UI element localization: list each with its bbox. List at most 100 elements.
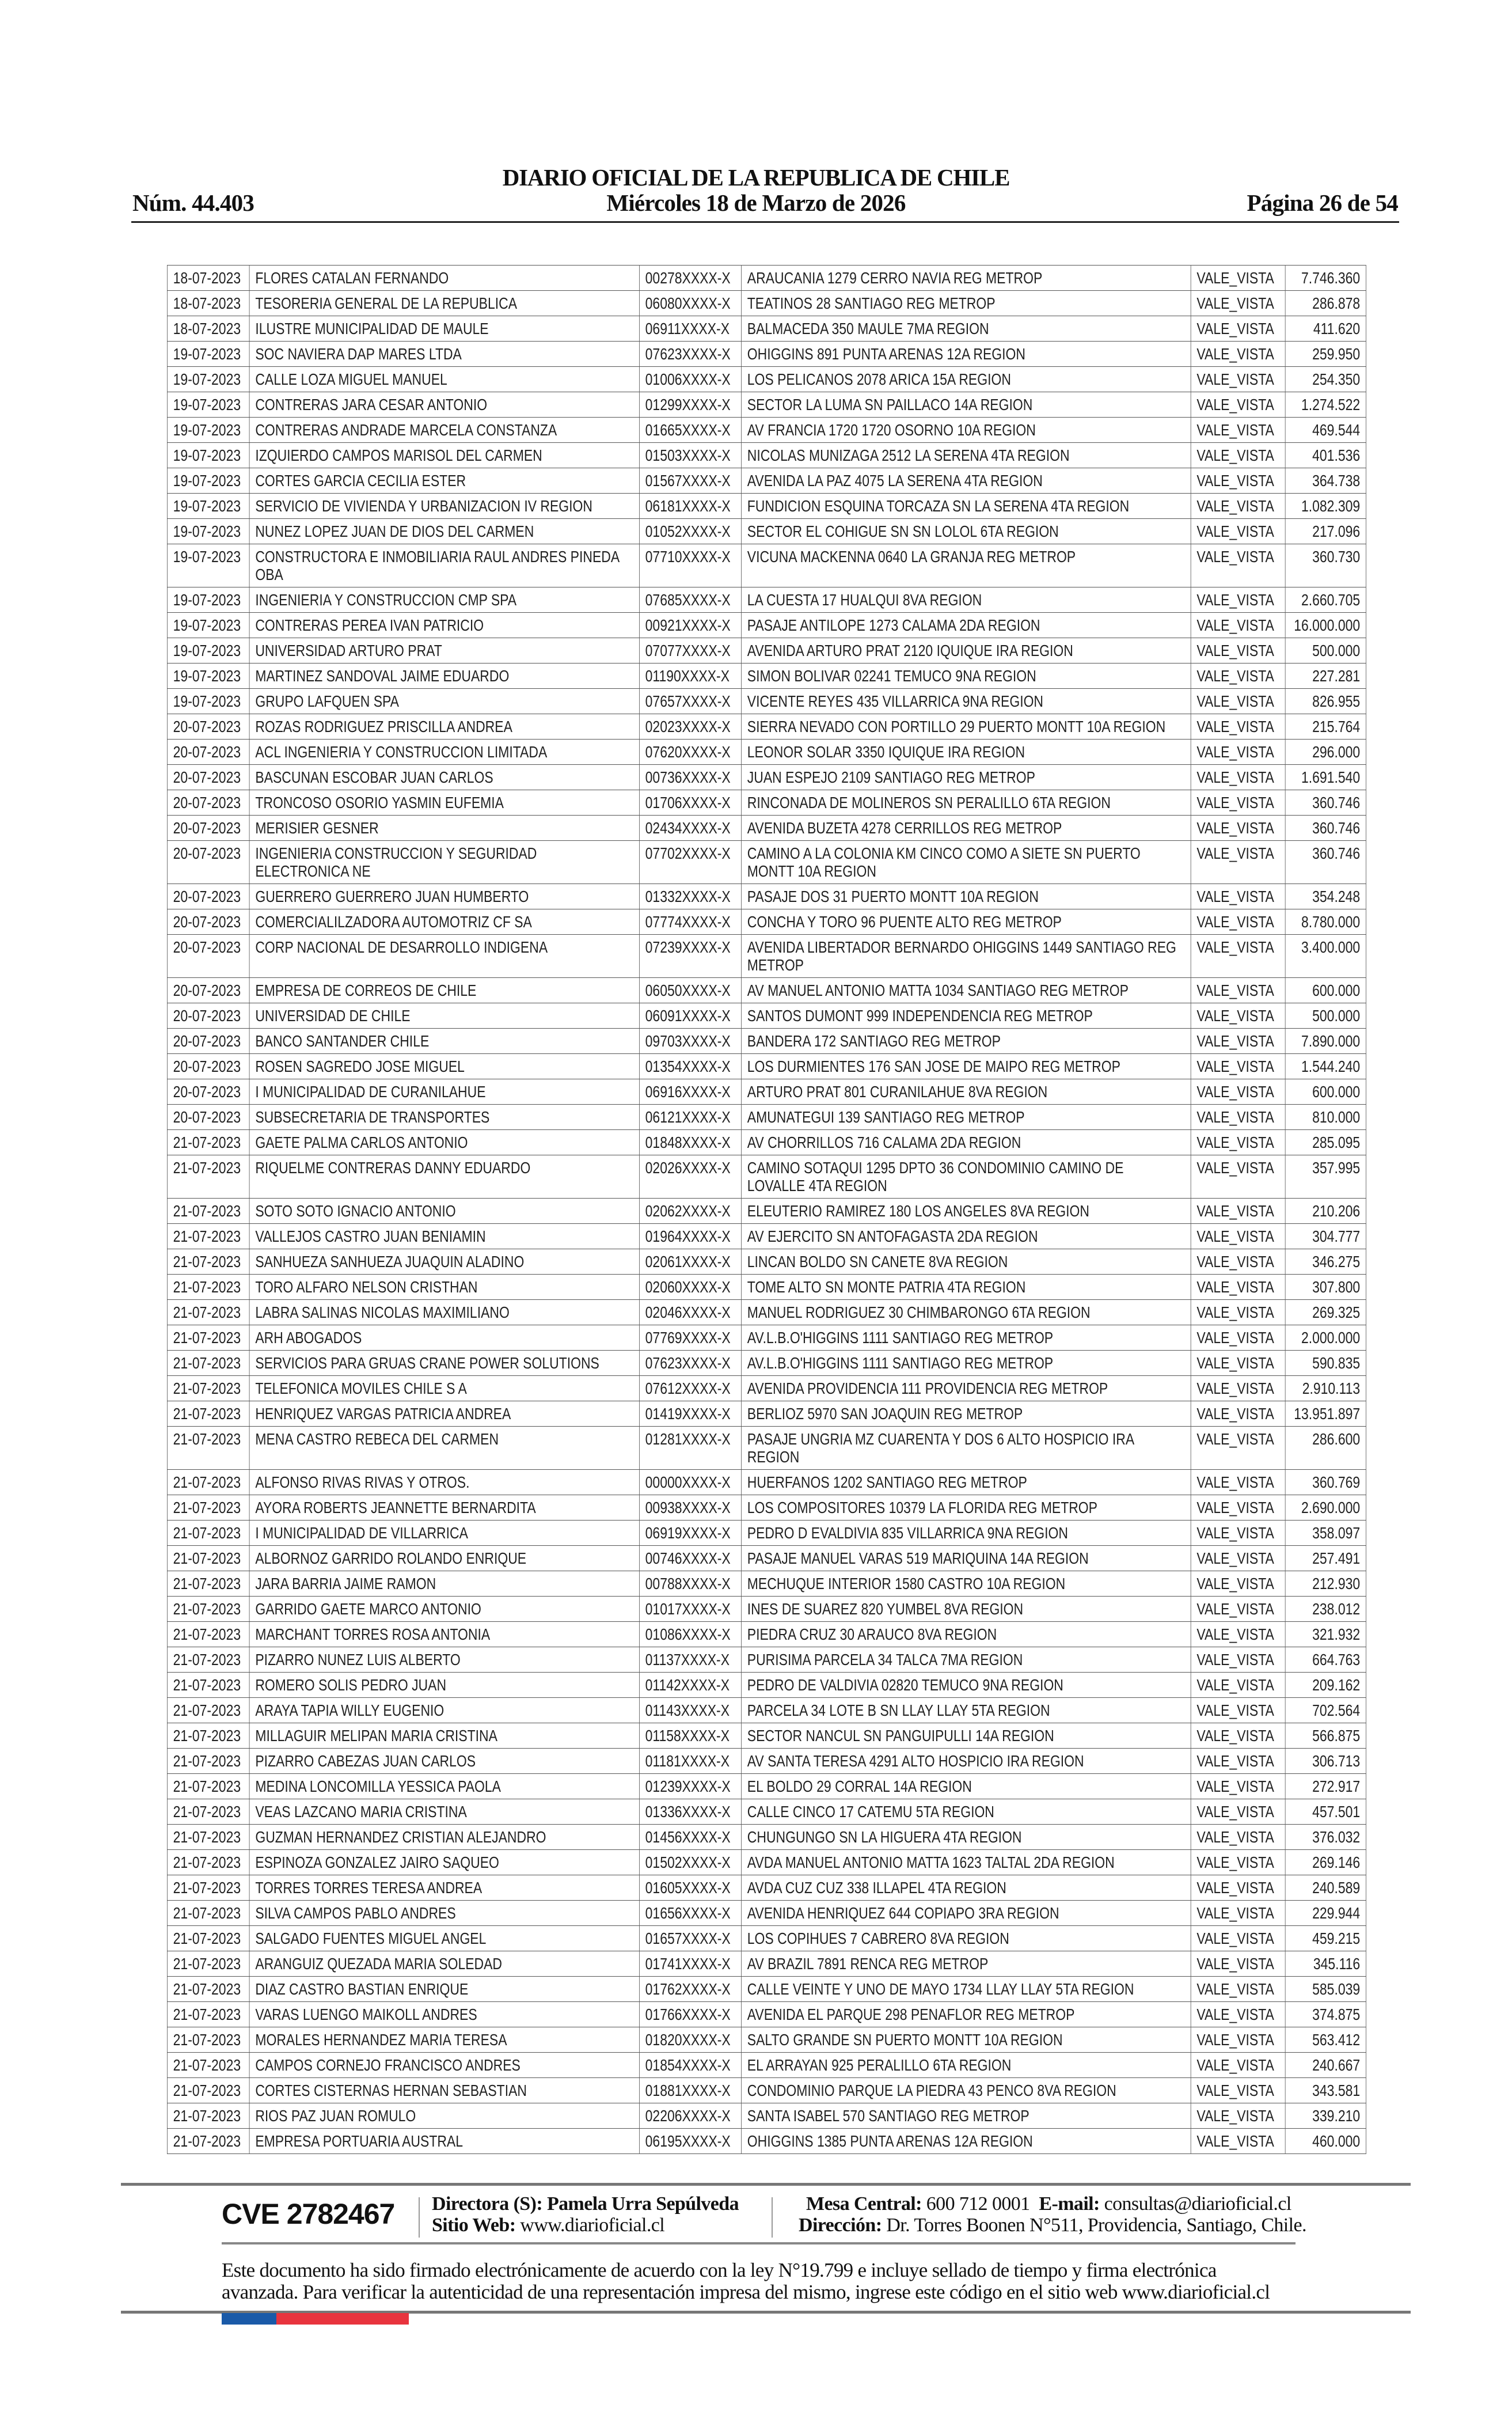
table-row: 19-07-2023 MARTINEZ SANDOVAL JAIME EDUARD… xyxy=(167,663,1366,689)
name-cell: INGENIERIA Y CONSTRUCCION CMP SPA xyxy=(249,587,640,613)
date-cell: 21-07-2023 xyxy=(167,1350,250,1376)
table-row: 20-07-2023 GUERRERO GUERRERO JUAN HUMBERT… xyxy=(167,884,1366,909)
payment-type-cell: VALE_VISTA xyxy=(1190,1426,1286,1470)
table-row: 21-07-2023 SANHUEZA SANHUEZA JUAQUIN ALAD… xyxy=(167,1249,1366,1275)
address-cell: PASAJE MANUEL VARAS 519 MARIQUINA 14A RE… xyxy=(741,1545,1191,1571)
date-cell: 21-07-2023 xyxy=(167,1299,250,1325)
date-cell: 21-07-2023 xyxy=(167,1274,250,1300)
address-cell: NICOLAS MUNIZAGA 2512 LA SERENA 4TA REGI… xyxy=(741,442,1191,468)
address-cell: BERLIOZ 5970 SAN JOAQUIN REG METROP xyxy=(741,1401,1191,1427)
address-cell: AV.L.B.O'HIGGINS 1111 SANTIAGO REG METRO… xyxy=(741,1325,1191,1351)
address-cell: PIEDRA CRUZ 30 ARAUCO 8VA REGION xyxy=(741,1621,1191,1647)
payment-type-cell: VALE_VISTA xyxy=(1190,1773,1286,1799)
name-cell: CALLE LOZA MIGUEL MANUEL xyxy=(249,366,640,392)
date-cell: 19-07-2023 xyxy=(167,518,250,544)
name-cell: ARH ABOGADOS xyxy=(249,1325,640,1351)
date-cell: 21-07-2023 xyxy=(167,1495,250,1521)
table-row: 21-07-2023 ALFONSO RIVAS RIVAS Y OTROS. 0… xyxy=(167,1469,1366,1495)
rut-cell: 01854XXXX-X xyxy=(639,2052,742,2078)
date-cell: 21-07-2023 xyxy=(167,1545,250,1571)
table-row: 18-07-2023 ILUSTRE MUNICIPALIDAD DE MAULE… xyxy=(167,316,1366,342)
amount-cell: 566.875 xyxy=(1285,1723,1366,1749)
rut-cell: 06911XXXX-X xyxy=(639,316,742,342)
address-value: Dr. Torres Boonen N°511, Providencia, Sa… xyxy=(886,2215,1306,2236)
table-row: 21-07-2023 MORALES HERNANDEZ MARIA TERESA… xyxy=(167,2027,1366,2053)
name-cell: PIZARRO NUNEZ LUIS ALBERTO xyxy=(249,1647,640,1673)
payment-type-cell: VALE_VISTA xyxy=(1190,265,1286,291)
rut-cell: 01190XXXX-X xyxy=(639,663,742,689)
name-cell: I MUNICIPALIDAD DE VILLARRICA xyxy=(249,1520,640,1546)
name-cell: MILLAGUIR MELIPAN MARIA CRISTINA xyxy=(249,1723,640,1749)
rut-cell: 07623XXXX-X xyxy=(639,341,742,367)
name-cell: IZQUIERDO CAMPOS MARISOL DEL CARMEN xyxy=(249,442,640,468)
name-cell: DIAZ CASTRO BASTIAN ENRIQUE xyxy=(249,1976,640,2002)
amount-cell: 343.581 xyxy=(1285,2077,1366,2103)
amount-cell: 7.746.360 xyxy=(1285,265,1366,291)
rut-cell: 09703XXXX-X xyxy=(639,1028,742,1054)
name-cell: BASCUNAN ESCOBAR JUAN CARLOS xyxy=(249,764,640,790)
footer-divider-middle xyxy=(222,2242,1296,2244)
table-row: 18-07-2023 TESORERIA GENERAL DE LA REPUBL… xyxy=(167,290,1366,316)
rut-cell: 01820XXXX-X xyxy=(639,2027,742,2053)
table-row: 20-07-2023 COMERCIALILZADORA AUTOMOTRIZ C… xyxy=(167,909,1366,935)
table-row: 19-07-2023 INGENIERIA Y CONSTRUCCION CMP … xyxy=(167,587,1366,613)
rut-cell: 07612XXXX-X xyxy=(639,1375,742,1401)
address-cell: AVENIDA EL PARQUE 298 PENAFLOR REG METRO… xyxy=(741,2001,1191,2027)
rut-cell: 06916XXXX-X xyxy=(639,1079,742,1105)
payment-type-cell: VALE_VISTA xyxy=(1190,1545,1286,1571)
amount-cell: 238.012 xyxy=(1285,1596,1366,1622)
payment-type-cell: VALE_VISTA xyxy=(1190,909,1286,935)
payment-type-cell: VALE_VISTA xyxy=(1190,1824,1286,1850)
name-cell: ALFONSO RIVAS RIVAS Y OTROS. xyxy=(249,1469,640,1495)
rut-cell: 01657XXXX-X xyxy=(639,1925,742,1951)
name-cell: ILUSTRE MUNICIPALIDAD DE MAULE xyxy=(249,316,640,342)
address-cell: LA CUESTA 17 HUALQUI 8VA REGION xyxy=(741,587,1191,613)
name-cell: VEAS LAZCANO MARIA CRISTINA xyxy=(249,1799,640,1825)
rut-cell: 07657XXXX-X xyxy=(639,688,742,714)
website-link[interactable]: www.diarioficial.cl xyxy=(520,2215,665,2236)
table-row: 20-07-2023 I MUNICIPALIDAD DE CURANILAHUE… xyxy=(167,1079,1366,1105)
payment-type-cell: VALE_VISTA xyxy=(1190,688,1286,714)
rut-cell: 06919XXXX-X xyxy=(639,1520,742,1546)
date-cell: 20-07-2023 xyxy=(167,840,250,884)
director-label: Directora (S): xyxy=(432,2193,543,2215)
table-row: 21-07-2023 SERVICIOS PARA GRUAS CRANE POW… xyxy=(167,1350,1366,1376)
address-cell: AV CHORRILLOS 716 CALAMA 2DA REGION xyxy=(741,1129,1191,1155)
date-cell: 21-07-2023 xyxy=(167,1773,250,1799)
date-cell: 21-07-2023 xyxy=(167,1129,250,1155)
table-row: 19-07-2023 CONTRERAS PEREA IVAN PATRICIO 0… xyxy=(167,612,1366,638)
payment-type-cell: VALE_VISTA xyxy=(1190,316,1286,342)
page-indicator: Página 26 de 54 xyxy=(1247,189,1399,216)
amount-cell: 500.000 xyxy=(1285,1003,1366,1029)
name-cell: ESPINOZA GONZALEZ JAIRO SAQUEO xyxy=(249,1849,640,1875)
rut-cell: 01848XXXX-X xyxy=(639,1129,742,1155)
amount-cell: 346.275 xyxy=(1285,1249,1366,1275)
table-row: 21-07-2023 LABRA SALINAS NICOLAS MAXIMILI… xyxy=(167,1299,1366,1325)
amount-cell: 269.146 xyxy=(1285,1849,1366,1875)
rut-cell: 00278XXXX-X xyxy=(639,265,742,291)
records-table-body: 18-07-2023 FLORES CATALAN FERNANDO 00278XX… xyxy=(167,265,1366,2154)
payment-type-cell: VALE_VISTA xyxy=(1190,638,1286,663)
rut-cell: 02046XXXX-X xyxy=(639,1299,742,1325)
date-cell: 20-07-2023 xyxy=(167,1003,250,1029)
table-row: 21-07-2023 ARH ABOGADOS 07769XXXX-X AV.L.B.… xyxy=(167,1325,1366,1351)
records-table: 18-07-2023 FLORES CATALAN FERNANDO 00278XX… xyxy=(167,265,1366,2154)
address-cell: PARCELA 34 LOTE B SN LLAY LLAY 5TA REGIO… xyxy=(741,1697,1191,1723)
amount-cell: 702.564 xyxy=(1285,1697,1366,1723)
name-cell: ALBORNOZ GARRIDO ROLANDO ENRIQUE xyxy=(249,1545,640,1571)
address-cell: AMUNATEGUI 139 SANTIAGO REG METROP xyxy=(741,1104,1191,1130)
date-cell: 21-07-2023 xyxy=(167,1951,250,1977)
name-cell: TORRES TORRES TERESA ANDREA xyxy=(249,1875,640,1901)
name-cell: AYORA ROBERTS JEANNETTE BERNARDITA xyxy=(249,1495,640,1521)
table-row: 21-07-2023 GARRIDO GAETE MARCO ANTONIO 010… xyxy=(167,1596,1366,1622)
amount-cell: 459.215 xyxy=(1285,1925,1366,1951)
payment-type-cell: VALE_VISTA xyxy=(1190,1350,1286,1376)
rut-cell: 00788XXXX-X xyxy=(639,1571,742,1597)
amount-cell: 269.325 xyxy=(1285,1299,1366,1325)
payment-type-cell: VALE_VISTA xyxy=(1190,1596,1286,1622)
address-cell: LOS PELICANOS 2078 ARICA 15A REGION xyxy=(741,366,1191,392)
email-link[interactable]: consultas@diarioficial.cl xyxy=(1104,2193,1292,2215)
payment-type-cell: VALE_VISTA xyxy=(1190,1155,1286,1199)
table-row: 20-07-2023 UNIVERSIDAD DE CHILE 06091XXXX-… xyxy=(167,1003,1366,1029)
payment-type-cell: VALE_VISTA xyxy=(1190,934,1286,978)
